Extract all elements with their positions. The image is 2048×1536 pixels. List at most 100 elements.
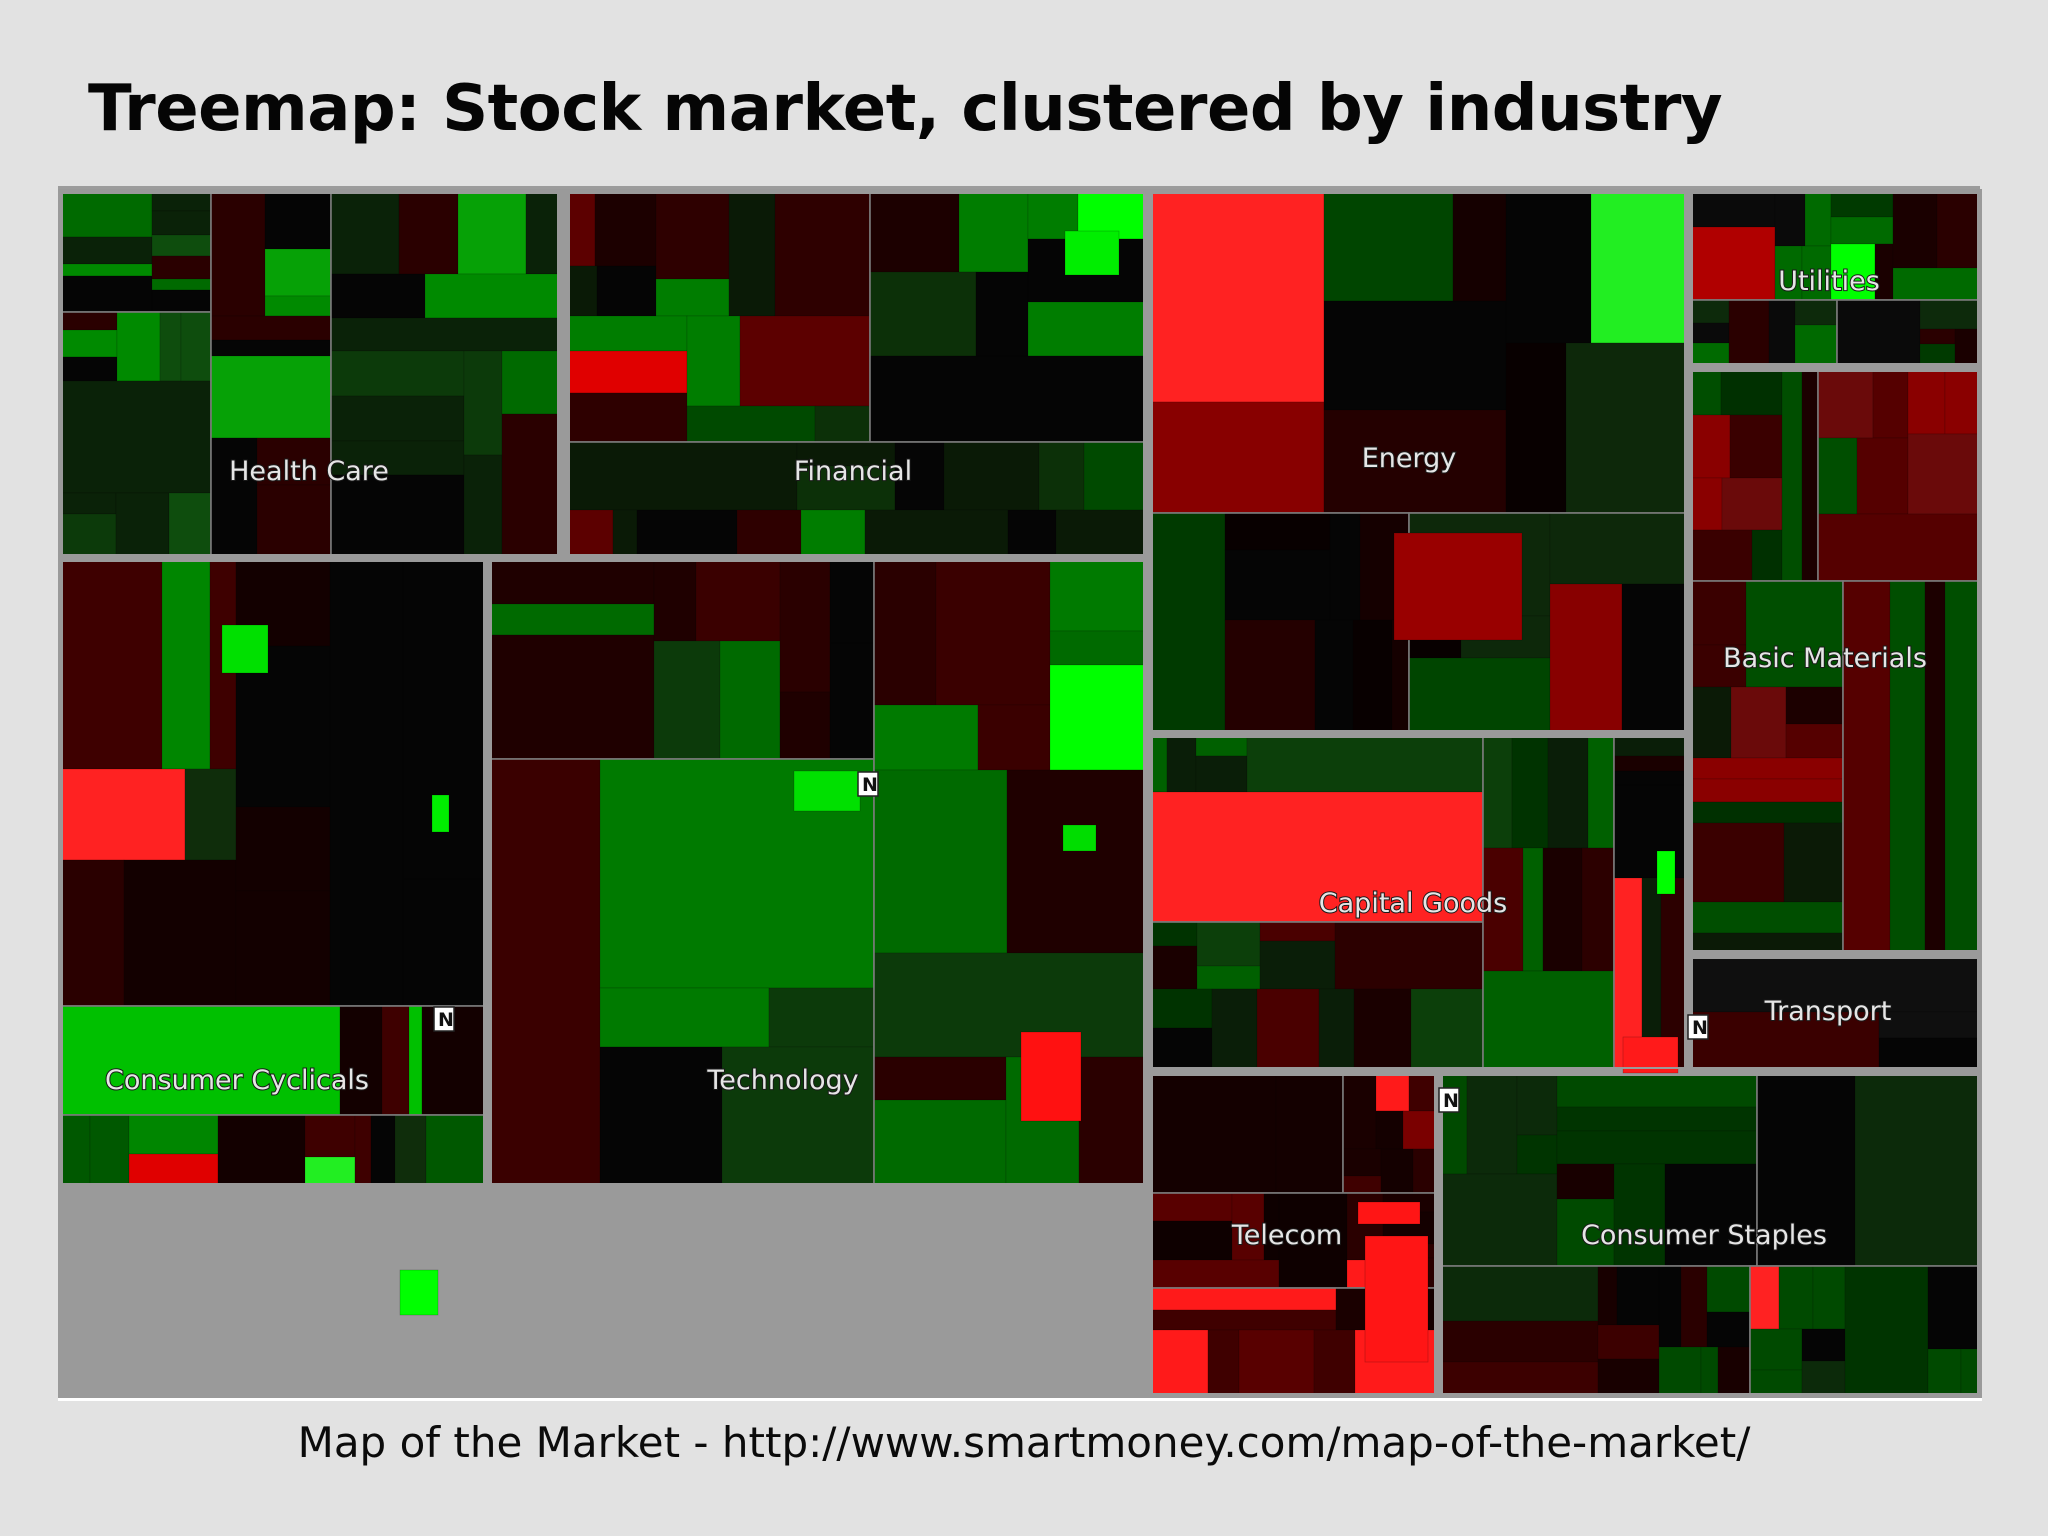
stock-tile <box>1195 755 1248 793</box>
sector-health-care <box>61 192 559 556</box>
stock-tile <box>1794 324 1838 365</box>
stock-tile <box>1329 512 1361 621</box>
stock-tile <box>1706 1311 1751 1348</box>
stock-tile <box>89 1114 130 1185</box>
stock-tile <box>695 560 781 642</box>
stock-tile <box>1691 477 1723 531</box>
stock-tile <box>1313 1329 1356 1395</box>
stock-tile <box>408 1005 423 1116</box>
stock-tile <box>873 769 1008 954</box>
stock-tile <box>1549 512 1686 585</box>
stock-tile <box>1511 736 1549 849</box>
stock-tile <box>1151 1329 1209 1395</box>
stock-tile <box>1278 1192 1348 1289</box>
stock-tile <box>1749 1369 1803 1395</box>
stock-tile <box>1781 370 1803 582</box>
sector-transport <box>1691 957 1979 1069</box>
stock-tile <box>1151 736 1168 793</box>
stock-tile <box>330 350 465 397</box>
stock-tile <box>1196 965 1261 990</box>
stock-tile <box>1402 1110 1436 1150</box>
sector-utilities <box>1691 192 1979 365</box>
stock-tile <box>151 278 212 291</box>
stock-tile <box>1597 1324 1660 1360</box>
stock-tile <box>1720 370 1783 416</box>
stock-tile <box>1318 988 1355 1069</box>
sector-label-transport: Transport <box>1764 996 1892 1027</box>
sector-basic-materials <box>1691 370 1979 952</box>
stock-tile <box>1700 1346 1719 1395</box>
stock-tile <box>61 560 163 770</box>
stock-tile <box>721 1046 875 1185</box>
stock-tile <box>1259 940 1336 990</box>
stock-tile <box>779 691 831 760</box>
stock-tile-highlight <box>793 770 861 812</box>
stock-tile <box>568 192 596 267</box>
stock-tile <box>1892 192 1938 269</box>
stock-tile <box>330 395 465 442</box>
title-divider <box>58 186 1980 189</box>
stock-tile <box>1151 791 1484 923</box>
stock-tile <box>490 560 655 605</box>
stock-tile <box>1195 736 1248 757</box>
stock-tile <box>1785 686 1844 725</box>
stock-tile <box>210 437 258 556</box>
stock-tile <box>599 1046 723 1185</box>
stock-tile <box>1801 1328 1846 1362</box>
stock-tile <box>425 1114 485 1185</box>
stock-tile <box>568 350 688 394</box>
stock-tile <box>1944 580 1979 952</box>
sector-label-consumer-cyclicals: Consumer Cyclicals <box>105 1065 369 1096</box>
stock-tile <box>128 1153 219 1185</box>
stock-tile <box>1078 1056 1145 1185</box>
stock-tile <box>739 315 871 407</box>
stock-tile <box>339 1005 383 1116</box>
stock-tile <box>1275 1074 1344 1194</box>
stock-tile <box>1778 1265 1814 1330</box>
sector-financial <box>568 192 1145 556</box>
sector-label-utilities: Utilities <box>1778 266 1880 297</box>
stock-tile <box>1597 1265 1618 1326</box>
stock-tile <box>1151 1287 1337 1311</box>
stock-tile <box>1259 921 1336 942</box>
stock-tile <box>599 987 770 1048</box>
stock-tile <box>1342 1148 1382 1177</box>
stock-tile <box>1323 192 1454 302</box>
stock-tile <box>1691 414 1731 479</box>
stock-tile <box>1801 245 1832 301</box>
stock-tile <box>1751 529 1783 582</box>
stock-tile <box>151 210 212 236</box>
stock-tile <box>1706 1265 1751 1313</box>
stock-tile <box>210 192 266 317</box>
stock-tile <box>61 1114 91 1185</box>
stock-tile <box>61 311 118 331</box>
stock-tile <box>1342 1175 1382 1194</box>
news-marker-glyph: N <box>438 1009 454 1031</box>
stock-tile <box>330 192 400 275</box>
stock-tile <box>264 192 332 250</box>
stock-tile <box>1314 619 1354 732</box>
news-marker-glyph: N <box>862 774 878 796</box>
stock-tile <box>210 355 332 439</box>
news-marker-icon <box>1687 1014 1709 1040</box>
stock-tile <box>1812 1265 1846 1330</box>
slide-title: Treemap: Stock market, clustered by indu… <box>88 72 1723 146</box>
stock-tile <box>943 441 1040 511</box>
stock-tile <box>1924 580 1946 952</box>
stock-tile <box>1691 370 1722 416</box>
stock-tile <box>1166 736 1197 793</box>
stock-tile <box>1207 1329 1240 1395</box>
stock-tile <box>1549 583 1623 732</box>
sector-label-basic-materials: Basic Materials <box>1723 643 1927 674</box>
stock-tile <box>1151 988 1213 1029</box>
treemap-svg: N N N N Health Care Financial Energy Utilities… <box>61 192 1979 1395</box>
stock-tile <box>800 509 866 556</box>
stock-tile <box>1889 580 1926 952</box>
news-marker-icon <box>1438 1087 1460 1113</box>
stock-tile <box>975 271 1029 357</box>
stock-tile <box>1691 901 1844 934</box>
stock-tile <box>1954 328 1979 365</box>
stock-tile <box>61 859 125 1007</box>
stock-tile <box>612 509 638 556</box>
stock-tile <box>1944 370 1979 435</box>
